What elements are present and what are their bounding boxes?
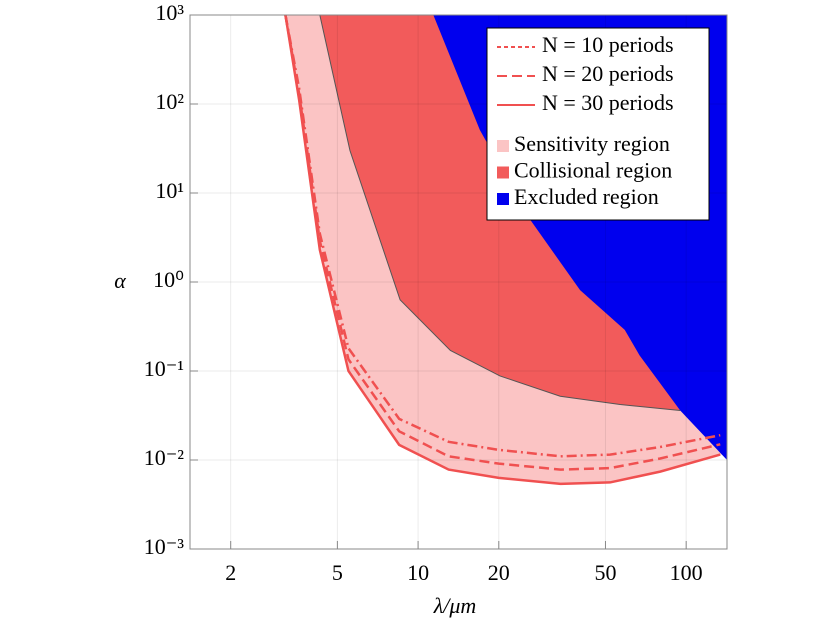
- y-tick-label: 10⁻²: [144, 445, 185, 470]
- legend-label: Collisional region: [514, 158, 672, 183]
- series-line: [284, 15, 721, 486]
- y-tick-label: 10⁻³: [144, 534, 185, 559]
- legend-swatch: [497, 193, 509, 205]
- legend: N = 10 periods N = 20 periods N = 30 perio…: [497, 32, 674, 209]
- y-axis-label: α: [114, 268, 126, 293]
- legend-label: Excluded region: [514, 184, 659, 209]
- y-tick-label: 10⁻¹: [144, 356, 184, 381]
- legend-swatch: [497, 140, 509, 152]
- legend-label: N = 20 periods: [542, 61, 674, 86]
- lines: [284, 15, 721, 486]
- legend-label: N = 10 periods: [542, 32, 674, 57]
- legend-box: [486, 27, 710, 221]
- x-axis-label: λ/μm: [433, 593, 477, 618]
- axes: 2 5 10 20 50 100 10⁻³ 10⁻² 10⁻¹ 10⁰ 10¹ 10² 10³: [144, 0, 703, 585]
- x-tick-label: 100: [670, 560, 703, 585]
- x-tick-label: 5: [332, 560, 343, 585]
- legend-swatch: [497, 166, 509, 179]
- x-tick-label: 10: [407, 560, 429, 585]
- x-tick-label: 2: [225, 560, 236, 585]
- x-tick-label: 50: [594, 560, 616, 585]
- legend-label: Sensitivity region: [514, 131, 670, 156]
- series-line: [284, 15, 721, 458]
- y-tick-label: 10³: [155, 0, 184, 25]
- y-tick-label: 10²: [155, 89, 184, 114]
- legend-label: N = 30 periods: [542, 90, 674, 115]
- x-tick-label: 20: [488, 560, 510, 585]
- region-edge: [319, 15, 681, 411]
- y-tick-label: 10⁰: [153, 267, 184, 292]
- y-tick-label: 10¹: [155, 178, 184, 203]
